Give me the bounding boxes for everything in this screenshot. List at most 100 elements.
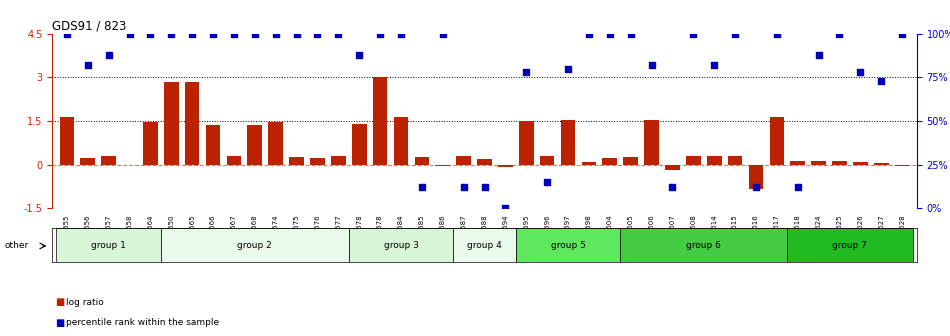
Bar <box>728 156 742 165</box>
Bar <box>623 157 638 165</box>
Bar <box>602 158 618 165</box>
Bar <box>895 165 909 166</box>
Text: other: other <box>5 242 29 250</box>
Point <box>540 179 555 185</box>
Point <box>581 31 597 36</box>
Bar <box>185 82 200 165</box>
Text: GDS91 / 823: GDS91 / 823 <box>52 19 126 33</box>
Bar <box>519 121 534 165</box>
Point <box>477 185 492 190</box>
Point <box>205 31 220 36</box>
Bar <box>770 117 784 165</box>
Point <box>811 52 826 57</box>
Bar <box>540 156 555 165</box>
Point <box>790 185 806 190</box>
Point <box>644 62 659 68</box>
Bar <box>453 228 516 262</box>
Text: group 2: group 2 <box>238 241 273 250</box>
Point <box>456 185 471 190</box>
Text: percentile rank within the sample: percentile rank within the sample <box>66 318 219 327</box>
Bar <box>832 161 846 165</box>
Point <box>352 52 367 57</box>
Bar <box>560 120 576 165</box>
Point <box>519 69 534 75</box>
Text: group 1: group 1 <box>91 241 126 250</box>
Bar <box>164 82 179 165</box>
Point <box>372 31 388 36</box>
Point <box>665 185 680 190</box>
Bar <box>227 156 241 165</box>
Bar <box>853 162 867 165</box>
Point <box>310 31 325 36</box>
Text: log ratio: log ratio <box>66 298 104 307</box>
Point <box>498 206 513 211</box>
Bar <box>60 117 74 165</box>
Point <box>874 78 889 83</box>
Bar <box>665 165 680 170</box>
Bar <box>620 228 788 262</box>
Text: ■: ■ <box>55 318 65 328</box>
Point <box>142 31 158 36</box>
Bar <box>161 228 349 262</box>
Bar <box>435 165 450 166</box>
Text: group 5: group 5 <box>551 241 585 250</box>
Point <box>728 31 743 36</box>
Bar <box>102 156 116 165</box>
Bar <box>310 158 325 165</box>
Bar <box>707 156 721 165</box>
Point <box>184 31 200 36</box>
Bar <box>874 163 888 165</box>
Bar <box>81 158 95 165</box>
Bar <box>268 122 283 165</box>
Point <box>414 185 429 190</box>
Point <box>853 69 868 75</box>
Bar <box>477 159 492 165</box>
Point <box>832 31 847 36</box>
Bar <box>788 228 913 262</box>
Point <box>122 31 137 36</box>
Point <box>268 31 283 36</box>
Bar <box>248 125 262 165</box>
Point <box>59 31 74 36</box>
Point <box>749 185 764 190</box>
Bar <box>644 120 659 165</box>
Bar <box>581 162 597 165</box>
Point <box>623 31 638 36</box>
Point <box>226 31 241 36</box>
Point <box>289 31 304 36</box>
Bar <box>331 156 346 165</box>
Point <box>435 31 450 36</box>
Point <box>101 52 116 57</box>
Point <box>707 62 722 68</box>
Point <box>560 66 576 71</box>
Bar <box>414 157 429 165</box>
Bar <box>372 77 388 165</box>
Point <box>686 31 701 36</box>
Point <box>163 31 179 36</box>
Text: group 6: group 6 <box>686 241 721 250</box>
Bar <box>289 157 304 165</box>
Bar <box>811 161 826 165</box>
Bar <box>456 156 471 165</box>
Point <box>80 62 95 68</box>
Bar <box>206 125 220 165</box>
Bar <box>516 228 620 262</box>
Point <box>247 31 262 36</box>
Point <box>602 31 618 36</box>
Bar <box>349 228 453 262</box>
Bar <box>143 122 158 165</box>
Text: group 7: group 7 <box>832 241 867 250</box>
Bar <box>393 117 408 165</box>
Text: group 3: group 3 <box>384 241 418 250</box>
Bar <box>56 228 161 262</box>
Point <box>331 31 346 36</box>
Bar <box>498 165 513 167</box>
Point <box>770 31 785 36</box>
Bar <box>352 124 367 165</box>
Point <box>393 31 408 36</box>
Bar <box>790 161 805 165</box>
Text: group 4: group 4 <box>467 241 502 250</box>
Point <box>895 31 910 36</box>
Bar <box>749 165 763 190</box>
Bar <box>686 156 700 165</box>
